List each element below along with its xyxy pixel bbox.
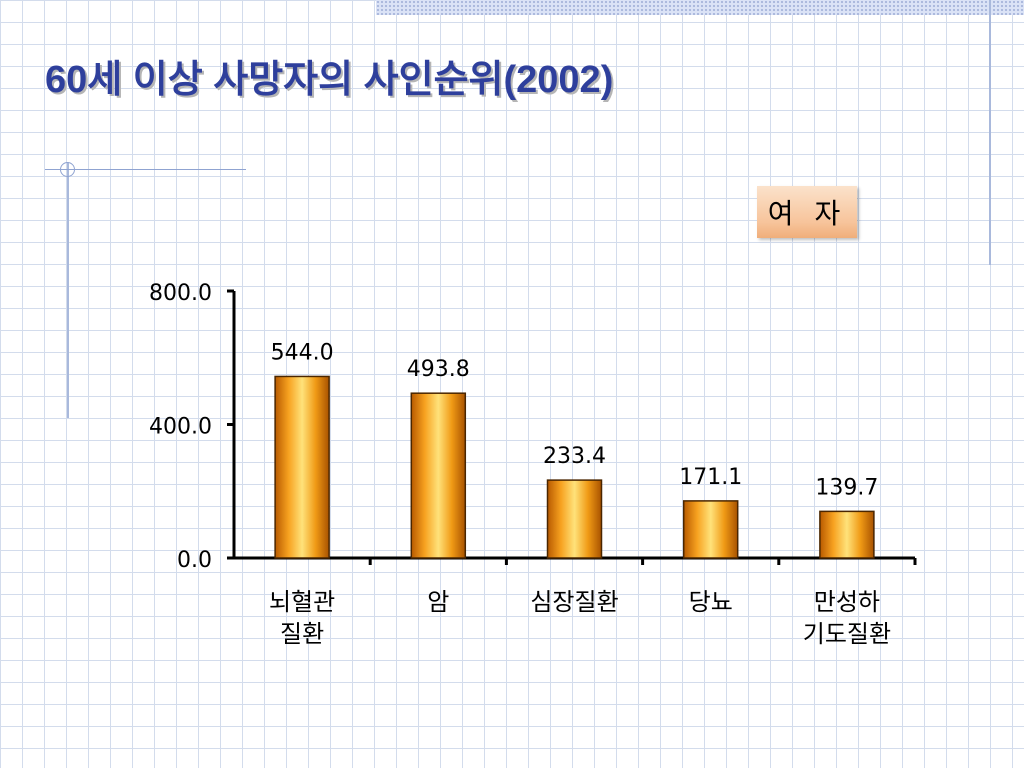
title-underline-decoration — [45, 169, 246, 170]
category-label: 심장질환 — [530, 588, 618, 616]
y-tick-label: 0.0 — [177, 548, 212, 573]
y-tick-label: 800.0 — [149, 281, 212, 306]
category-label: 기도질환 — [803, 620, 891, 648]
y-tick-label: 400.0 — [149, 415, 212, 440]
gender-badge: 여 자 — [757, 186, 857, 238]
bar — [819, 510, 875, 559]
slide-title: 60세 이상 사망자의 사인순위(2002) — [45, 59, 614, 101]
top-decorative-band — [376, 0, 1024, 15]
category-label: 당뇨 — [689, 588, 733, 616]
category-label: 뇌혈관 — [269, 588, 335, 616]
bar-value-label: 493.8 — [407, 357, 470, 382]
bar-value-label: 233.4 — [543, 444, 606, 469]
right-decorative-line — [989, 0, 991, 265]
category-label: 만성하 — [814, 588, 880, 616]
bar — [546, 479, 603, 559]
bar-value-label: 171.1 — [679, 465, 742, 490]
bar-value-label: 544.0 — [271, 340, 334, 365]
category-label: 암 — [427, 588, 449, 616]
bar — [410, 392, 467, 559]
bar — [274, 375, 330, 559]
category-label: 질환 — [280, 620, 324, 648]
left-decorative-line — [67, 163, 69, 418]
bar-value-label: 139.7 — [815, 475, 878, 500]
circle-ornament-icon — [60, 162, 75, 177]
bar — [682, 500, 739, 559]
